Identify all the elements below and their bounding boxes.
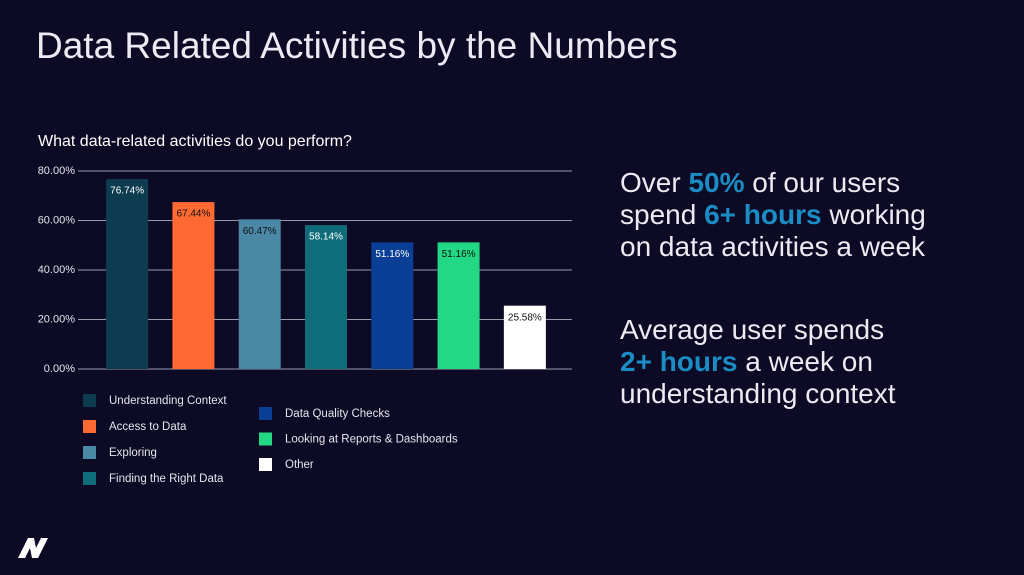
bar	[305, 225, 347, 369]
legend-swatch	[83, 420, 96, 433]
legend-swatch	[259, 432, 272, 446]
callout-line: Average user spends	[620, 314, 884, 345]
callout-line: spend 6+ hours working	[620, 199, 926, 230]
value-label: 58.14%	[309, 232, 343, 243]
callout-line: understanding context	[620, 378, 896, 409]
callout-text: Over	[620, 167, 688, 198]
callout-highlight: 2+ hours	[620, 346, 737, 377]
logo	[18, 538, 48, 558]
value-label: 51.16%	[375, 249, 409, 260]
callout-line: Over 50% of our users	[620, 167, 900, 198]
callout-text: of our users	[745, 167, 901, 198]
bar	[437, 242, 480, 369]
value-label: 60.47%	[243, 226, 277, 237]
legend-label: Access to Data	[109, 421, 187, 433]
legend-label: Exploring	[109, 447, 157, 459]
legend-label: Finding the Right Data	[109, 473, 224, 485]
callout-line: on data activities a week	[620, 231, 926, 262]
callout-highlight: 50%	[688, 167, 744, 198]
legend-label: Understanding Context	[109, 395, 227, 407]
callout-text: understanding context	[620, 378, 896, 409]
callout-text: Average user spends	[620, 314, 884, 345]
bar	[172, 202, 215, 369]
y-tick-label: 40.00%	[38, 264, 76, 276]
bar	[371, 242, 414, 369]
bar	[503, 305, 546, 369]
value-label: 51.16%	[442, 249, 476, 260]
chart-title: What data-related activities do you perf…	[38, 133, 352, 150]
legend-swatch	[83, 394, 96, 407]
legend-label: Other	[285, 459, 314, 471]
callout-line: 2+ hours a week on	[620, 346, 873, 377]
bar	[238, 219, 281, 369]
legend-swatch	[83, 472, 96, 485]
bar	[106, 179, 149, 369]
slide-title: Data Related Activities by the Numbers	[36, 25, 678, 66]
callout-highlight: 6+ hours	[704, 199, 821, 230]
y-tick-label: 80.00%	[38, 165, 76, 177]
callout-text: working	[822, 199, 926, 230]
legend-swatch	[259, 407, 272, 420]
y-tick-label: 0.00%	[44, 363, 75, 375]
value-label: 25.58%	[508, 312, 542, 323]
callout-text: a week on	[737, 346, 872, 377]
value-label: 67.44%	[176, 209, 210, 220]
legend-label: Data Quality Checks	[285, 408, 390, 420]
callout-text: on data activities a week	[620, 231, 926, 262]
y-tick-label: 20.00%	[38, 313, 76, 325]
y-tick-label: 60.00%	[38, 214, 76, 226]
value-label: 76.74%	[110, 186, 144, 197]
legend-swatch	[83, 446, 96, 459]
callout-text: spend	[620, 199, 704, 230]
legend-swatch	[259, 458, 272, 471]
legend-label: Looking at Reports & Dashboards	[285, 434, 458, 446]
